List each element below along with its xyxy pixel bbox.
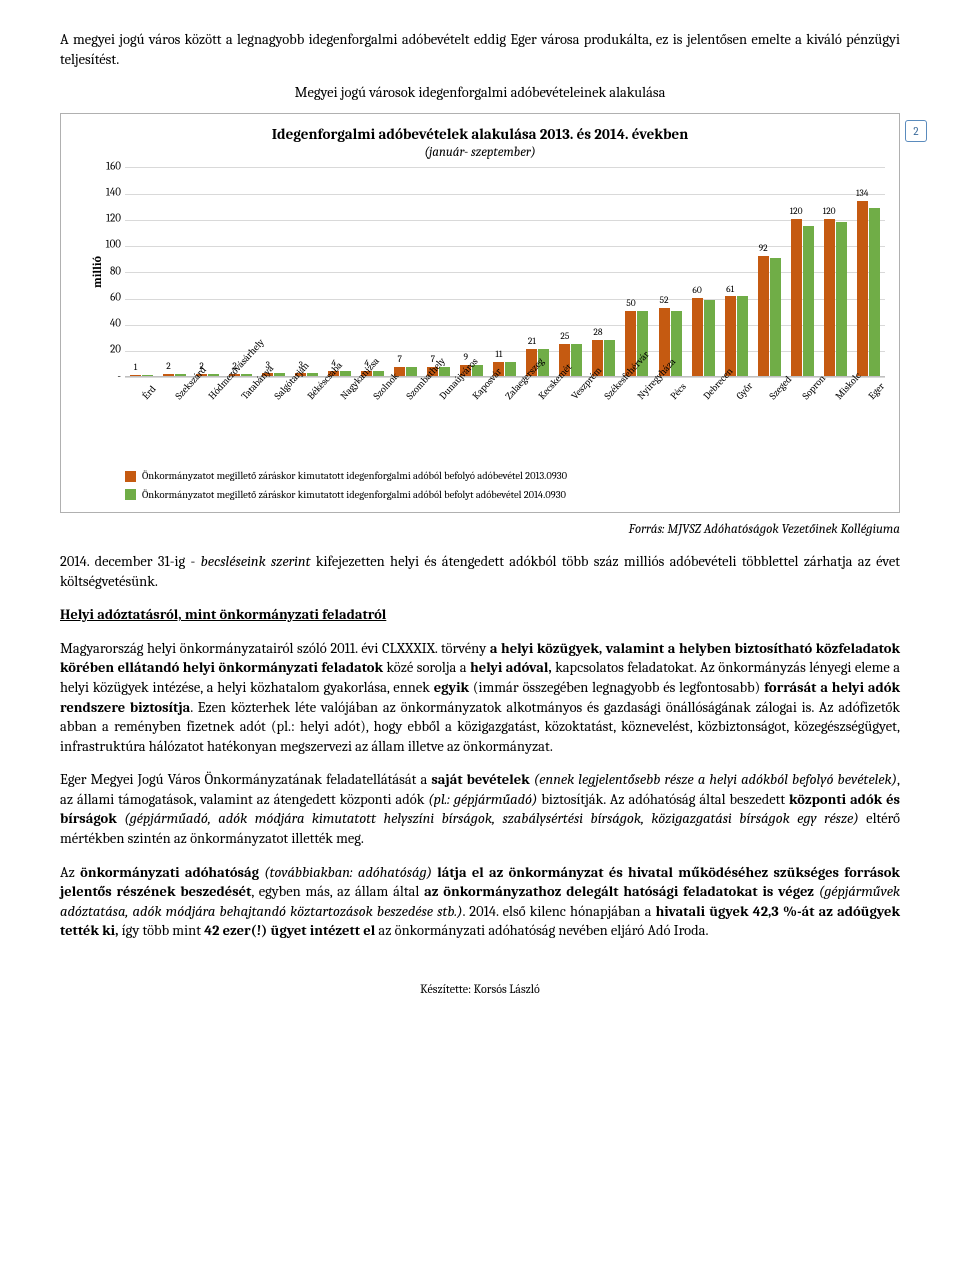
bar-value-label: 2 [166, 361, 170, 374]
page-footer: Készítette: Korsós László [60, 981, 900, 997]
legend-label: Önkormányzatot megillető záráskor kimuta… [142, 488, 566, 502]
bar-pair: 134 [857, 201, 880, 377]
bar [704, 300, 715, 376]
chart-legend: Önkormányzatot megillető záráskor kimuta… [125, 469, 885, 501]
bar-value-label: 50 [626, 298, 635, 311]
bar [505, 362, 516, 376]
bar [373, 371, 384, 376]
bar-pair: 92 [758, 256, 781, 377]
section-heading: Helyi adóztatásról, mint önkormányzati f… [60, 605, 900, 625]
bar [241, 374, 252, 377]
legend-swatch [125, 471, 136, 482]
bar-value-label: 52 [660, 295, 669, 308]
text: 2014. december 31-ig - [60, 553, 201, 570]
legend-label: Önkormányzatot megillető záráskor kimuta… [142, 469, 567, 483]
legend-item: Önkormányzatot megillető záráskor kimuta… [125, 488, 885, 502]
bar-value-label: 28 [593, 327, 602, 340]
bar [406, 367, 417, 376]
bar-value-label: 61 [726, 284, 734, 297]
bar-value-label: 21 [528, 336, 536, 349]
y-tick-label: 120 [91, 212, 121, 227]
bar: 120 [791, 219, 802, 377]
chart-subtitle: (január- szeptember) [75, 144, 885, 162]
bar: 61 [725, 296, 736, 376]
y-tick-label: 60 [91, 290, 121, 305]
bar [803, 226, 814, 377]
bar [737, 296, 748, 376]
bar: 120 [824, 219, 835, 377]
bars-group: 12223344779112125285052606192120120134 [125, 167, 885, 376]
y-tick-label: 80 [91, 264, 121, 279]
bar-value-label: 11 [495, 349, 502, 362]
bar-value-label: 1 [134, 362, 137, 375]
bar-value-label: 7 [398, 354, 402, 367]
chart-section-title: Megyei jogú városok idegenforgalmi adóbe… [60, 83, 900, 103]
heading-text: Helyi adóztatásról, mint önkormányzati f… [60, 606, 386, 623]
bar [604, 340, 615, 377]
chart-source: Forrás: MJVSZ Adóhatóságok Vezetőinek Ko… [60, 521, 900, 539]
bar [571, 344, 582, 377]
bar-pair: 60 [692, 298, 715, 377]
chart-container: 2 Idegenforgalmi adóbevételek alakulása … [60, 113, 900, 513]
text-italic: becsléseink szerint [201, 553, 311, 570]
paragraph: Magyarország helyi önkormányzatairól szó… [60, 639, 900, 756]
bar-pair: 120 [824, 219, 847, 377]
bar: 1 [130, 375, 141, 376]
bar [307, 373, 318, 377]
y-tick-label: 20 [91, 343, 121, 358]
bar [142, 375, 153, 376]
bar-pair: 1 [130, 375, 153, 376]
y-tick-label: 100 [91, 238, 121, 253]
legend-swatch [125, 489, 136, 500]
bar [208, 374, 219, 377]
bar: 92 [758, 256, 769, 377]
bar-value-label: 25 [560, 331, 569, 344]
bar: 60 [692, 298, 703, 377]
bar [175, 374, 186, 377]
bar [340, 371, 351, 376]
chart-title: Idegenforgalmi adóbevételek alakulása 20… [75, 124, 885, 144]
bar: 134 [857, 201, 868, 377]
page-number-badge: 2 [905, 120, 927, 142]
x-axis-labels: ÉrdSzekszárdHódmezővásárhelyTatabányaSal… [125, 377, 885, 465]
bar [770, 258, 781, 376]
paragraph: Eger Megyei Jogú Város Önkormányzatának … [60, 770, 900, 848]
bar [836, 222, 847, 377]
paragraph: Az önkormányzati adóhatóság (továbbiakba… [60, 863, 900, 941]
bar-pair: 120 [791, 219, 814, 377]
y-tick-label: 40 [91, 317, 121, 332]
chart-plot-area: millió -20406080100120140160 12223344779… [125, 167, 885, 377]
bar-value-label: 60 [692, 285, 701, 298]
y-tick-label: 140 [91, 185, 121, 200]
bar [869, 208, 880, 376]
bar: 2 [163, 374, 174, 377]
bar-value-label: 120 [823, 206, 836, 219]
bar [274, 373, 285, 377]
paragraph: 2014. december 31-ig - becsléseink szeri… [60, 552, 900, 591]
intro-paragraph: A megyei jogú város között a legnagyobb … [60, 30, 900, 69]
bar-pair: 2 [163, 374, 186, 377]
legend-item: Önkormányzatot megillető záráskor kimuta… [125, 469, 885, 483]
bar-value-label: 92 [759, 243, 768, 256]
bar-value-label: 134 [856, 188, 869, 201]
y-tick-label: 160 [91, 159, 121, 174]
bar-value-label: 120 [790, 206, 803, 219]
bar-pair: 61 [725, 296, 748, 376]
y-tick-label: - [91, 369, 121, 384]
